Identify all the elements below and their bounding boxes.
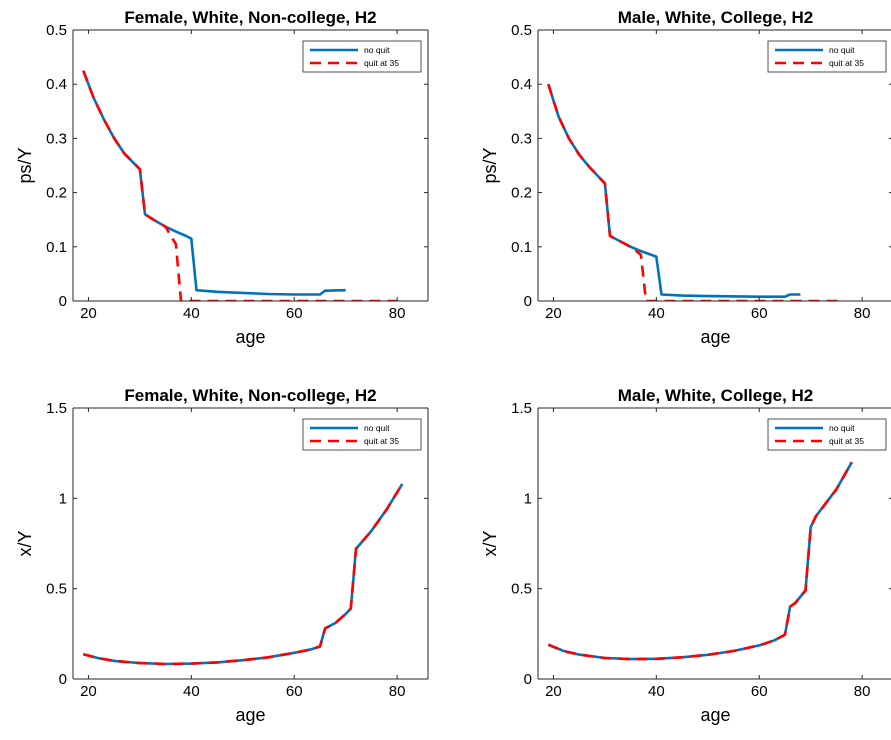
chart-title: Male, White, College, H2 bbox=[618, 8, 814, 27]
chart-panel-3: 20 40 60 80 0 0.5 1 1.5 Female, White, Non-colle… bbox=[15, 386, 429, 725]
legend-label: quit at 35 bbox=[829, 58, 864, 68]
chart-title: Female, White, Non-college, H2 bbox=[124, 386, 376, 405]
plot-area bbox=[73, 408, 428, 679]
legend: no quit quit at 35 bbox=[302, 40, 422, 73]
legend-box bbox=[302, 418, 422, 451]
legend: no quit quit at 35 bbox=[302, 418, 422, 451]
x-tick-label: 80 bbox=[854, 305, 871, 322]
x-tick-label: 20 bbox=[80, 683, 97, 700]
x-tick-label: 60 bbox=[751, 305, 768, 322]
y-tick-label: 0.4 bbox=[511, 76, 532, 93]
x-tick-label: 20 bbox=[545, 683, 562, 700]
x-tick-label: 20 bbox=[545, 305, 562, 322]
x-axis-label: age bbox=[700, 705, 730, 725]
x-axis-label: age bbox=[700, 327, 730, 347]
legend: no quit quit at 35 bbox=[767, 418, 887, 451]
series-line-quit-at-35 bbox=[82, 70, 398, 301]
y-tick-label: 1 bbox=[59, 490, 67, 507]
legend-label: no quit bbox=[364, 45, 390, 55]
series-line-quit-at-35 bbox=[547, 461, 853, 661]
x-tick-label: 60 bbox=[286, 305, 303, 322]
x-tick-label: 40 bbox=[648, 305, 665, 322]
y-tick-label: 0.1 bbox=[511, 239, 532, 256]
legend-box bbox=[767, 40, 887, 73]
y-tick-label: 0.5 bbox=[511, 22, 532, 39]
plot-area bbox=[538, 30, 891, 301]
y-tick-label: 0.1 bbox=[46, 239, 67, 256]
chart-panel-1: 20 40 60 80 0 0.1 0.2 0.3 0.4 0.5 Female, White, N… bbox=[15, 8, 429, 347]
y-axis-label: ps/Y bbox=[480, 147, 500, 183]
chart-panel-2: 20 40 60 80 0 0.1 0.2 0.3 0.4 0.5 Male, White, Col… bbox=[480, 8, 891, 347]
chart-title: Female, White, Non-college, H2 bbox=[124, 8, 376, 27]
x-tick-label: 80 bbox=[389, 305, 406, 322]
y-tick-label: 0.5 bbox=[46, 581, 67, 598]
y-tick-label: 0.2 bbox=[46, 185, 67, 202]
y-tick-label: 0 bbox=[59, 671, 67, 688]
legend-label: quit at 35 bbox=[364, 58, 399, 68]
x-tick-label: 80 bbox=[854, 683, 871, 700]
y-axis-label: x/Y bbox=[480, 530, 500, 556]
legend: no quit quit at 35 bbox=[767, 40, 887, 73]
y-tick-label: 0 bbox=[524, 671, 532, 688]
series-line-quit-at-35 bbox=[547, 83, 842, 301]
series-line-quit-at-35 bbox=[82, 483, 404, 666]
y-tick-label: 0.5 bbox=[511, 581, 532, 598]
x-tick-label: 80 bbox=[389, 683, 406, 700]
y-tick-label: 0 bbox=[59, 293, 67, 310]
x-tick-label: 60 bbox=[751, 683, 768, 700]
legend-label: no quit bbox=[364, 423, 390, 433]
x-tick-label: 40 bbox=[183, 683, 200, 700]
y-tick-label: 0.3 bbox=[46, 130, 67, 147]
y-tick-label: 0.5 bbox=[46, 22, 67, 39]
y-tick-label: 0.3 bbox=[511, 130, 532, 147]
legend-box bbox=[767, 418, 887, 451]
chart-title: Male, White, College, H2 bbox=[618, 386, 814, 405]
plot-area bbox=[538, 408, 891, 679]
plot-area bbox=[73, 30, 428, 301]
y-tick-label: 0.4 bbox=[46, 76, 67, 93]
legend-label: no quit bbox=[829, 423, 855, 433]
legend-label: quit at 35 bbox=[364, 436, 399, 446]
legend-box bbox=[302, 40, 422, 73]
y-tick-label: 0 bbox=[524, 293, 532, 310]
y-tick-label: 1 bbox=[524, 490, 532, 507]
y-tick-label: 1.5 bbox=[46, 400, 67, 417]
x-tick-label: 60 bbox=[286, 683, 303, 700]
legend-label: no quit bbox=[829, 45, 855, 55]
y-axis-label: x/Y bbox=[15, 530, 35, 556]
x-tick-label: 20 bbox=[80, 305, 97, 322]
legend-label: quit at 35 bbox=[829, 436, 864, 446]
y-tick-label: 0.2 bbox=[511, 185, 532, 202]
x-axis-label: age bbox=[235, 705, 265, 725]
chart-panel-4: 20 40 60 80 0 0.5 1 1.5 Male, White, College, H2… bbox=[480, 386, 891, 725]
x-tick-label: 40 bbox=[648, 683, 665, 700]
y-axis-label: ps/Y bbox=[15, 147, 35, 183]
x-axis-label: age bbox=[235, 327, 265, 347]
x-tick-label: 40 bbox=[183, 305, 200, 322]
y-tick-label: 1.5 bbox=[511, 400, 532, 417]
